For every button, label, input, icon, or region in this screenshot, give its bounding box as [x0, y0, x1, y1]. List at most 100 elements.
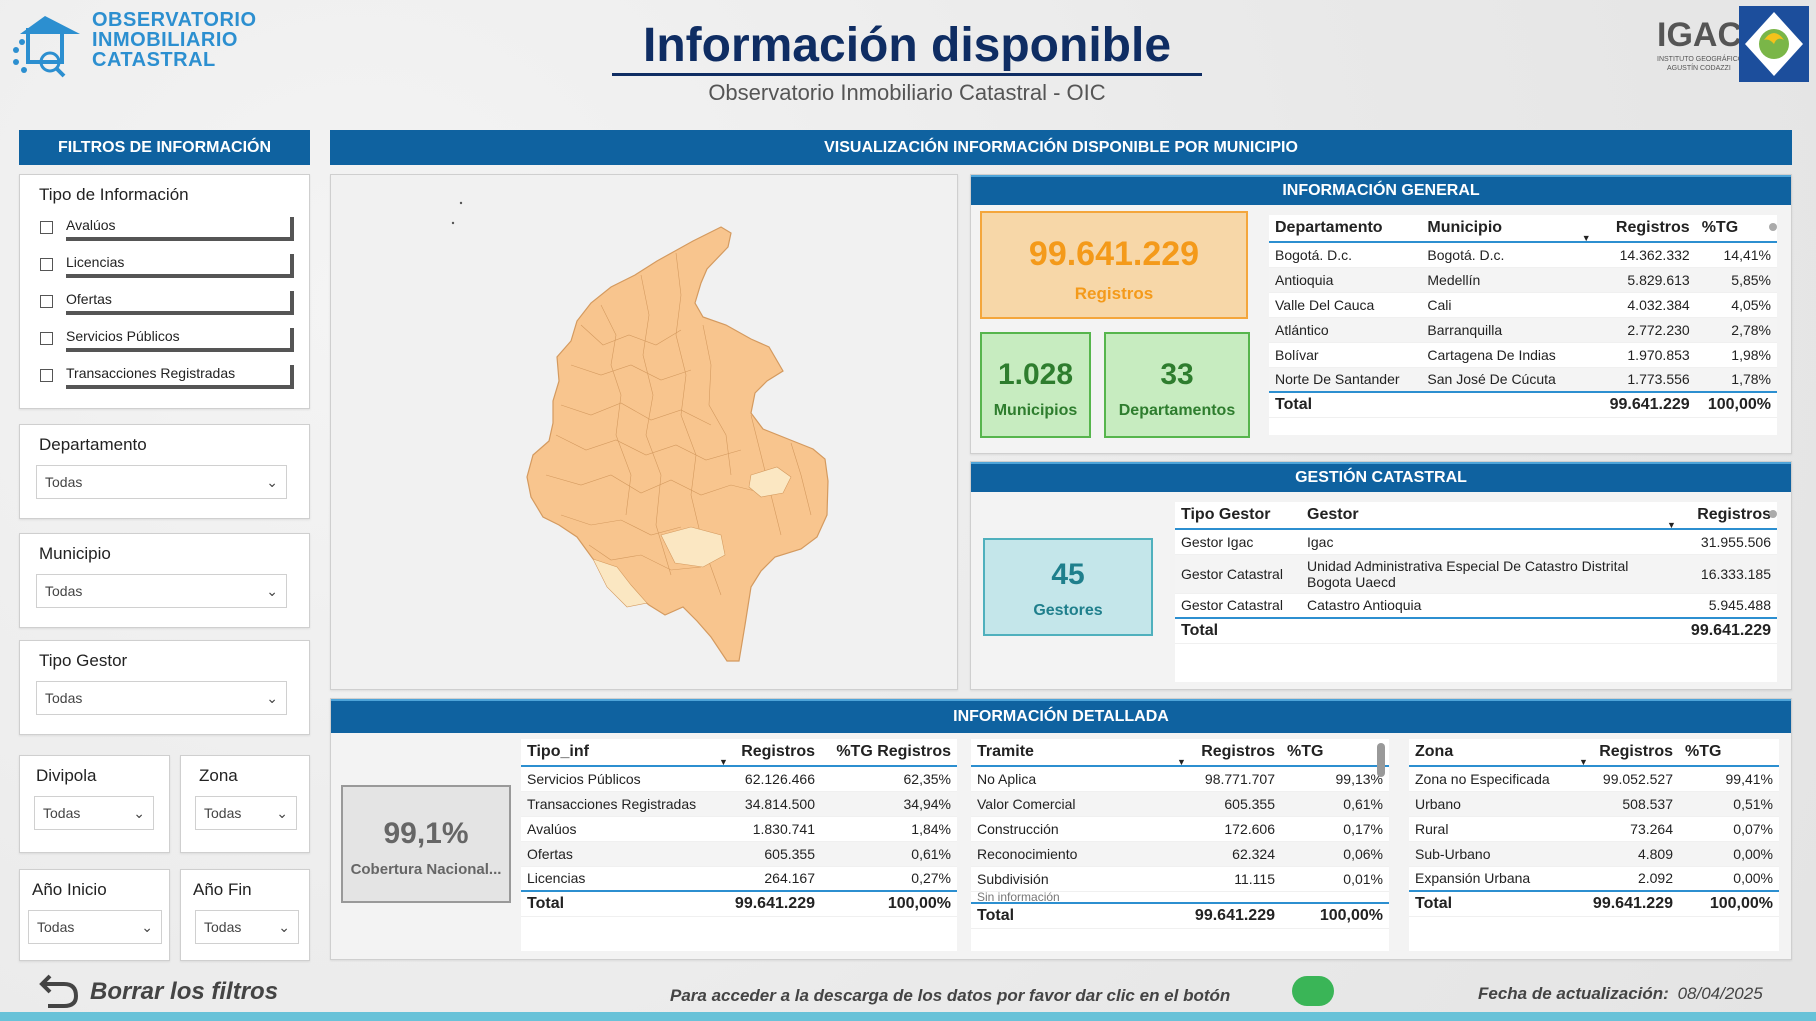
clear-filters-button[interactable]: Borrar los filtros [38, 966, 318, 1010]
table-row[interactable]: Gestor Catastral Unidad Administrativa Es… [1175, 554, 1777, 594]
tramite-table-container[interactable]: Tramite Registros ▼ %TG No Aplica 98.771.7… [971, 739, 1389, 951]
col-municipio[interactable]: Municipio [1421, 215, 1574, 243]
checkbox[interactable] [40, 258, 53, 271]
table-row[interactable]: Valle Del Cauca Cali 4.032.384 4,05% [1269, 292, 1777, 318]
table-cell: Construcción [971, 816, 1171, 842]
download-button[interactable] [1292, 976, 1334, 1006]
chevron-down-icon: ⌄ [266, 690, 278, 706]
table-cell: 5.829.613 [1573, 267, 1696, 293]
option-bar [66, 348, 294, 352]
tipo-info-option[interactable]: Licencias [40, 254, 295, 284]
departamento-filter: Departamento Todas ⌄ [19, 424, 310, 519]
table-cell: 1.970.853 [1573, 342, 1696, 368]
col-registros[interactable]: Registros ▼ [1171, 739, 1281, 767]
zona-table-container[interactable]: Zona Registros ▼ %TG Zona no Especificada… [1409, 739, 1779, 951]
checkbox[interactable] [40, 369, 53, 382]
col-pct[interactable]: %TG [1695, 215, 1777, 243]
table-row[interactable]: Licencias 264.167 0,27% [521, 866, 957, 892]
tipo-info-option[interactable]: Avalúos [40, 217, 295, 247]
tipo-table: Tipo_inf Registros ▼ %TG Registros Servic… [521, 739, 957, 917]
checkbox[interactable] [40, 221, 53, 234]
table-row[interactable]: Norte De Santander San José De Cúcuta 1.77… [1269, 367, 1777, 393]
col-zona[interactable]: Zona [1409, 739, 1569, 767]
col-pct[interactable]: %TG Registros [821, 739, 957, 767]
total-registros: 99.641.229 [711, 890, 821, 917]
zona-dropdown[interactable]: Todas ⌄ [195, 796, 297, 830]
anio-inicio-dropdown[interactable]: Todas ⌄ [28, 910, 162, 944]
general-table-container[interactable]: Departamento Municipio Registros ▼ %TG Bo… [1269, 215, 1777, 435]
table-row[interactable]: No Aplica 98.771.707 99,13% [971, 766, 1389, 792]
col-tramite[interactable]: Tramite [971, 739, 1171, 767]
col-registros[interactable]: Registros ▼ [1641, 502, 1777, 530]
total-pct: 100,00% [821, 890, 957, 917]
option-bar-end [290, 328, 294, 352]
col-pct[interactable]: %TG [1281, 739, 1389, 767]
table-row[interactable]: Urbano 508.537 0,51% [1409, 791, 1779, 817]
table-row[interactable]: Bolívar Cartagena De Indias 1.970.853 1,98% [1269, 342, 1777, 368]
table-row[interactable]: Construcción 172.606 0,17% [971, 816, 1389, 842]
table-row[interactable]: Servicios Públicos 62.126.466 62,35% [521, 766, 957, 792]
scrollbar-thumb[interactable] [1377, 743, 1385, 777]
table-row[interactable]: Expansión Urbana 2.092 0,00% [1409, 866, 1779, 892]
scrollbar-thumb[interactable] [1769, 510, 1777, 518]
zona-filter: Zona Todas ⌄ [180, 755, 310, 853]
table-row[interactable]: Subdivisión 11.115 0,01% [971, 866, 1389, 892]
table-row[interactable]: Gestor Catastral Catastro Antioquia 5.945.… [1175, 593, 1777, 619]
oic-logo [10, 10, 90, 80]
table-row[interactable]: Atlántico Barranquilla 2.772.230 2,78% [1269, 317, 1777, 343]
table-row[interactable]: Reconocimiento 62.324 0,06% [971, 841, 1389, 867]
anio-fin-dropdown[interactable]: Todas ⌄ [195, 910, 299, 944]
table-row[interactable]: Antioquia Medellín 5.829.613 5,85% [1269, 267, 1777, 293]
departamento-dropdown[interactable]: Todas ⌄ [36, 465, 287, 499]
gestion-table-container[interactable]: Tipo Gestor Gestor Registros ▼ Gestor Iga… [1175, 502, 1777, 682]
general-panel: INFORMACIÓN GENERAL 99.641.229 Registros… [970, 174, 1792, 454]
table-row[interactable]: Avalúos 1.830.741 1,84% [521, 816, 957, 842]
divipola-dropdown[interactable]: Todas ⌄ [34, 796, 154, 830]
table-cell: Gestor Catastral [1175, 554, 1301, 594]
filters-title-bar: FILTROS DE INFORMACIÓN [19, 130, 310, 165]
chevron-down-icon: ⌄ [133, 805, 145, 821]
table-row[interactable]: Gestor Igac Igac 31.955.506 [1175, 529, 1777, 555]
col-tipo-gestor[interactable]: Tipo Gestor [1175, 502, 1301, 530]
col-registros[interactable]: Registros ▼ [1569, 739, 1679, 767]
table-row[interactable]: Ofertas 605.355 0,61% [521, 841, 957, 867]
departamento-value: Todas [45, 474, 83, 490]
col-registros[interactable]: Registros ▼ [711, 739, 821, 767]
col-tipo-inf[interactable]: Tipo_inf [521, 739, 711, 767]
table-cell: 5,85% [1695, 267, 1777, 293]
table-row[interactable]: Transacciones Registradas 34.814.500 34,94… [521, 791, 957, 817]
total-row: Total 99.641.229 100,00% [971, 901, 1389, 929]
col-departamento[interactable]: Departamento [1269, 215, 1422, 243]
undo-arrow-icon [39, 974, 79, 1008]
table-row[interactable]: Rural 73.264 0,07% [1409, 816, 1779, 842]
tipo-gestor-label: Tipo Gestor [39, 651, 128, 670]
tipo-info-option[interactable]: Servicios Públicos [40, 328, 295, 358]
anio-inicio-value: Todas [37, 919, 75, 935]
col-pct[interactable]: %TG [1679, 739, 1779, 767]
main-title: VISUALIZACIÓN INFORMACIÓN DISPONIBLE POR… [824, 139, 1298, 156]
divipola-value: Todas [43, 805, 81, 821]
map-panel[interactable] [330, 174, 958, 690]
municipios-kpi-label: Municipios [993, 402, 1078, 419]
chevron-down-icon: ⌄ [276, 805, 288, 821]
col-gestor[interactable]: Gestor [1301, 502, 1641, 530]
checkbox[interactable] [40, 332, 53, 345]
table-cell: Avalúos [521, 816, 711, 842]
tipo-info-option[interactable]: Transacciones Registradas [40, 365, 295, 395]
tipo-info-option[interactable]: Ofertas [40, 291, 295, 321]
zona-value: Todas [204, 805, 242, 821]
tipo-table-container[interactable]: Tipo_inf Registros ▼ %TG Registros Servic… [521, 739, 957, 951]
colombia-map[interactable] [331, 175, 959, 691]
table-row[interactable]: Valor Comercial 605.355 0,61% [971, 791, 1389, 817]
table-row[interactable]: Sub-Urbano 4.809 0,00% [1409, 841, 1779, 867]
municipio-dropdown[interactable]: Todas ⌄ [36, 574, 287, 608]
total-label: Total [1409, 890, 1569, 917]
sort-down-icon: ▼ [1581, 233, 1591, 243]
scrollbar-thumb[interactable] [1769, 223, 1777, 231]
table-row[interactable]: Zona no Especificada 99.052.527 99,41% [1409, 766, 1779, 792]
col-registros[interactable]: Registros ▼ [1573, 215, 1696, 243]
cut-row-blank [1281, 891, 1389, 903]
tipo-gestor-dropdown[interactable]: Todas ⌄ [36, 681, 287, 715]
table-row[interactable]: Bogotá. D.c. Bogotá. D.c. 14.362.332 14,41% [1269, 242, 1777, 268]
checkbox[interactable] [40, 295, 53, 308]
